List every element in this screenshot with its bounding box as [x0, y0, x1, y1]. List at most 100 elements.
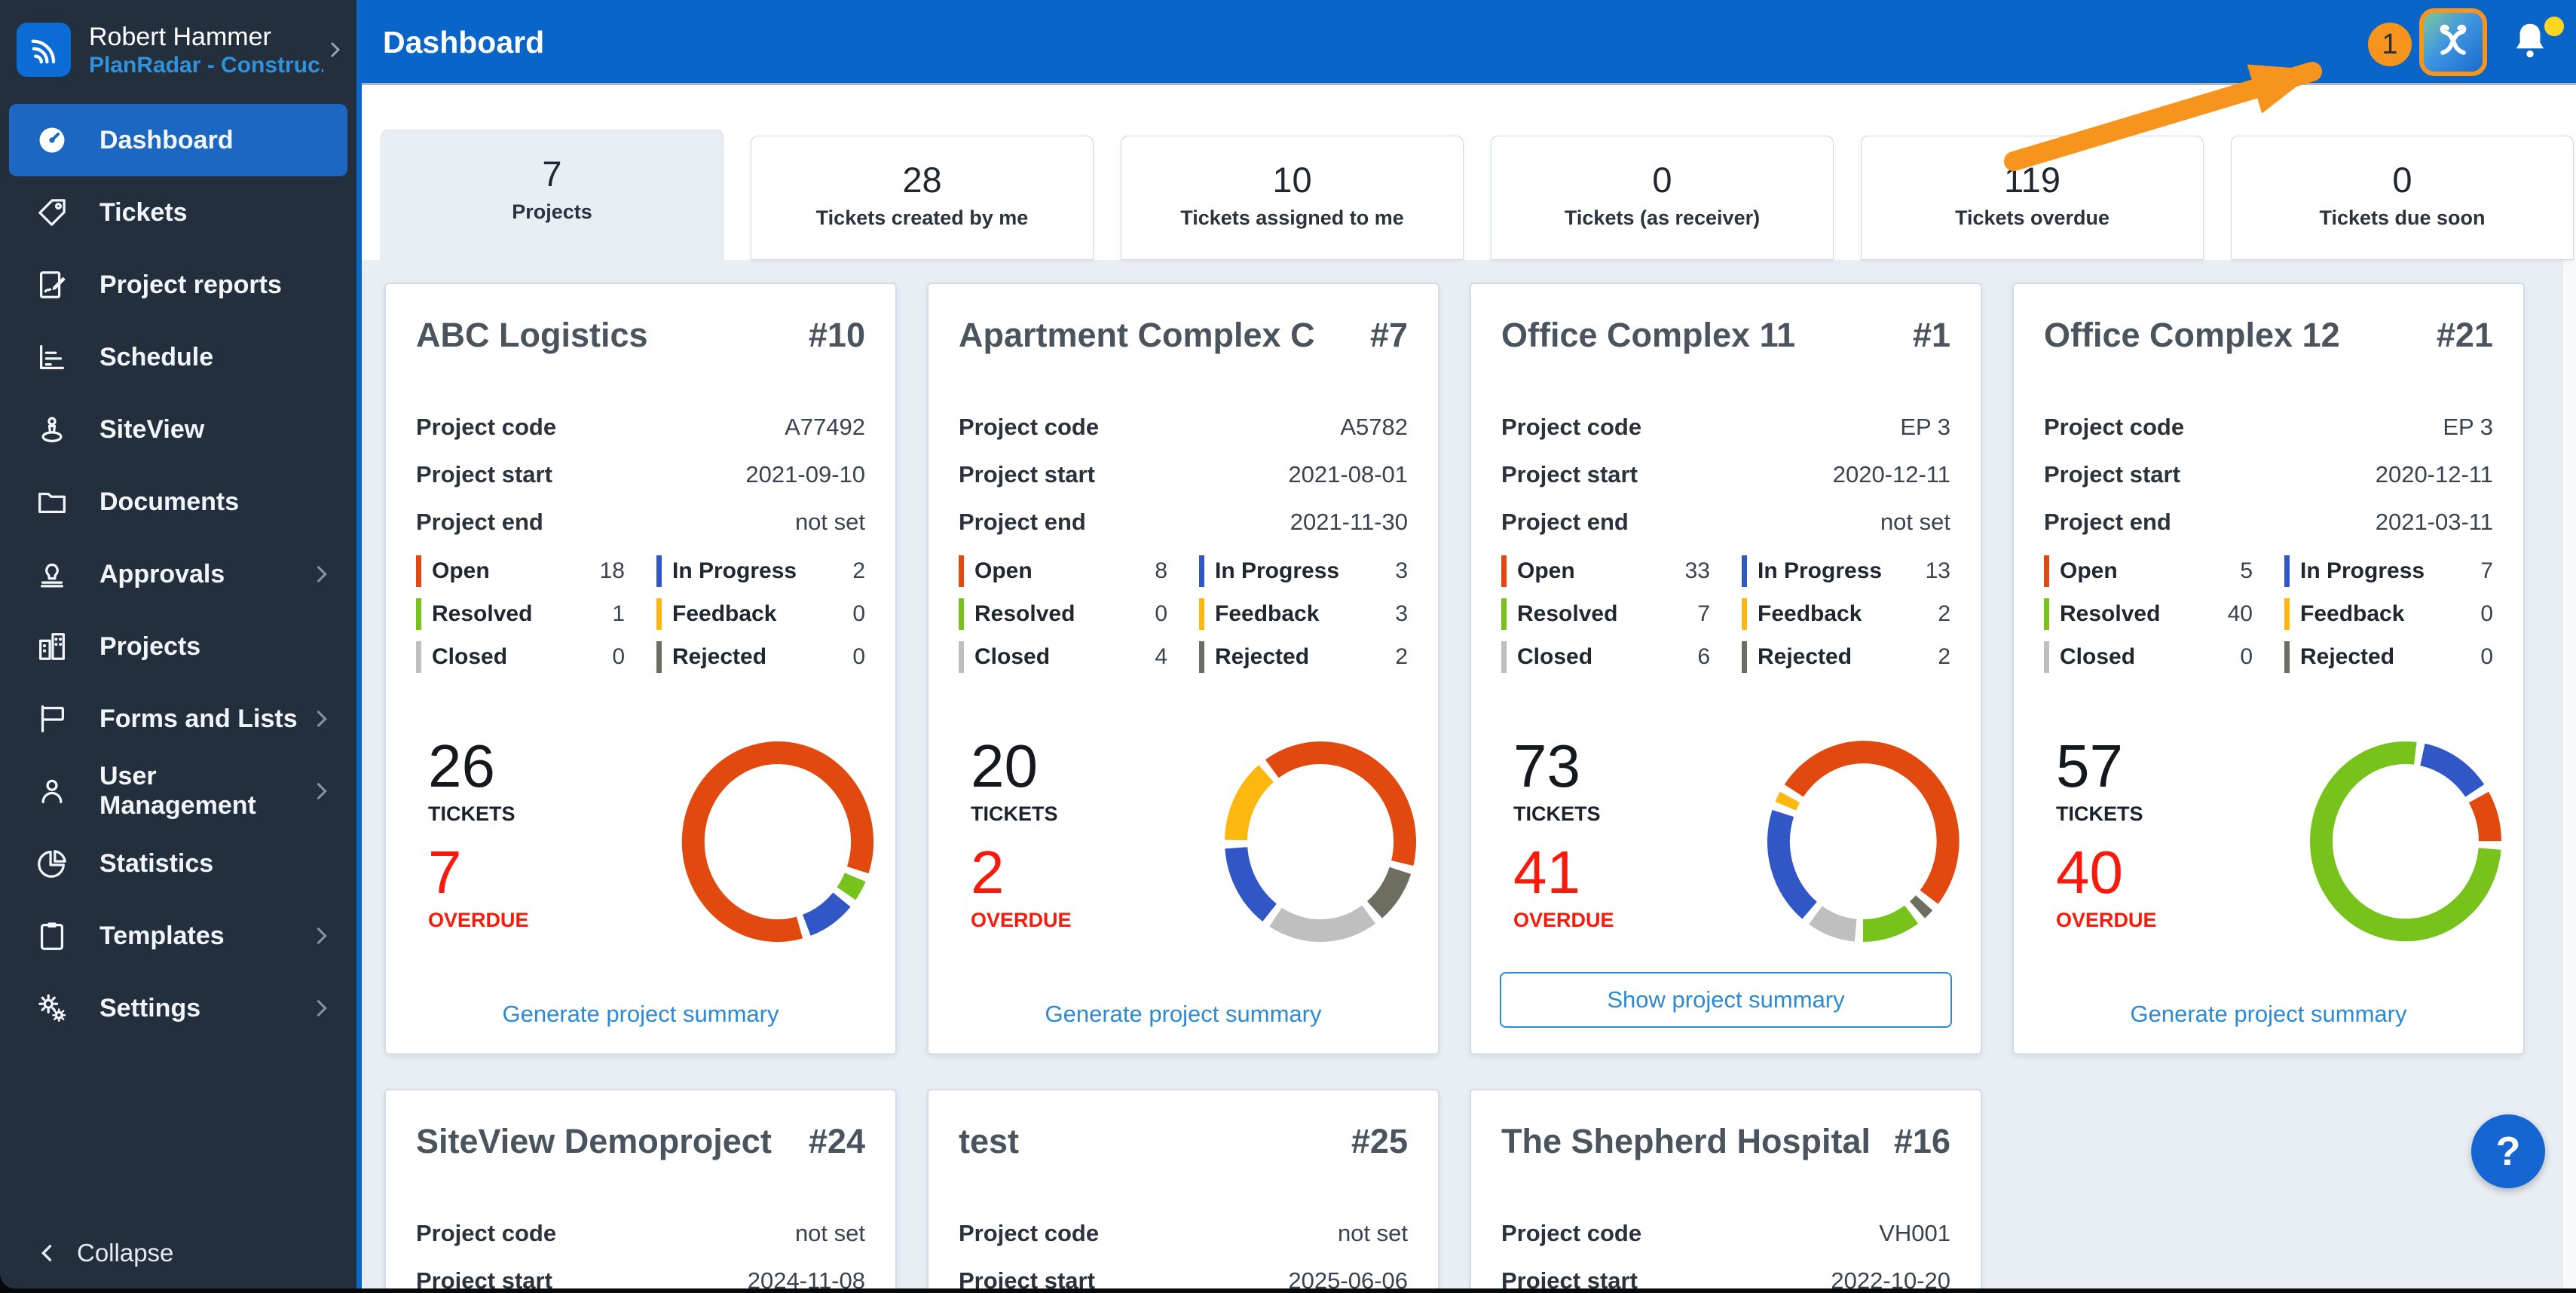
schedule-icon: [39, 344, 65, 370]
generate-project-summary-link[interactable]: Generate project summary: [502, 1001, 779, 1027]
help-button[interactable]: ?: [2471, 1114, 2545, 1188]
status-label: Resolved: [432, 601, 533, 626]
stamp-icon: [40, 563, 64, 588]
sidebar-item-statistics[interactable]: Statistics: [0, 827, 356, 900]
meta-value: 2020-12-11: [2375, 460, 2493, 488]
sidebar-item-tickets[interactable]: Tickets: [0, 176, 356, 249]
status-count: 8: [1155, 558, 1167, 583]
status-label: In Progress: [2300, 558, 2425, 583]
sidebar-item-schedule[interactable]: Schedule: [0, 321, 356, 393]
connect-app-button[interactable]: [2419, 8, 2487, 76]
meta-label: Project start: [416, 460, 552, 488]
tab-tickets-as-receiver-[interactable]: 0 Tickets (as receiver): [1491, 136, 1834, 260]
tickets-label: TICKETS: [2056, 802, 2143, 825]
project-name[interactable]: The Shepherd Hospital: [1501, 1122, 1871, 1160]
tab-value: 10: [1272, 160, 1312, 200]
tickets-count: 26: [428, 732, 495, 799]
chevron-right-icon: [308, 706, 334, 732]
meta-label: Project code: [1501, 413, 1642, 440]
sidebar-item-templates[interactable]: Templates: [0, 900, 356, 972]
tab-tickets-assigned-to-me[interactable]: 10 Tickets assigned to me: [1121, 136, 1464, 260]
sidebar-item-user-management[interactable]: User Management: [0, 755, 356, 827]
status-color-bar: [1199, 555, 1204, 587]
status-color-bar: [1501, 598, 1507, 630]
meta-row-project_end: Project end not set: [416, 498, 865, 546]
tab-tickets-overdue[interactable]: 119 Tickets overdue: [1861, 136, 2204, 260]
account-name: PlanRadar - Construc...: [89, 53, 323, 78]
generate-project-summary-link[interactable]: Generate project summary: [2130, 1001, 2407, 1027]
project-id: #16: [1893, 1122, 1950, 1160]
project-name[interactable]: test: [959, 1122, 1020, 1160]
card-header: Office Complex 11 #1: [1501, 316, 1950, 355]
meta-label: Project start: [2044, 460, 2180, 488]
scrollbar-track[interactable]: [2562, 260, 2576, 1288]
status-grid: Open 5 In Progress 7 Resolved 40 Feedbac…: [2044, 549, 2493, 678]
stats-tabs: 7 Projects 28 Tickets created by me 10 Tic…: [381, 130, 2574, 260]
status-count: 2: [1938, 601, 1950, 626]
status-color-bar: [1501, 555, 1507, 587]
project-meta: Project code A77492 Project start 2021-0…: [416, 403, 865, 546]
meta-row-project_start: Project start 2020-12-11: [2044, 451, 2493, 498]
tab-projects[interactable]: 7 Projects: [381, 130, 724, 260]
generate-project-summary-link[interactable]: Generate project summary: [1045, 1001, 1322, 1027]
card-header: SiteView Demoproject #24: [416, 1122, 865, 1161]
project-name[interactable]: SiteView Demoproject: [416, 1122, 772, 1160]
tickets-count: 73: [1513, 732, 1580, 799]
sidebar-item-project-reports[interactable]: Project reports: [0, 249, 356, 321]
meta-label: Project code: [959, 413, 1100, 440]
status-label: Closed: [1517, 643, 1593, 669]
project-name[interactable]: Office Complex 12: [2044, 316, 2340, 354]
sidebar-item-documents[interactable]: Documents: [0, 466, 356, 538]
meta-row-project_code: Project code not set: [416, 1209, 865, 1257]
chevron-right-icon: [331, 42, 341, 57]
project-name[interactable]: Apartment Complex C: [959, 316, 1315, 354]
status-color-bar: [416, 640, 421, 673]
status-label: Open: [974, 558, 1033, 583]
meta-row-project_start: Project start 2022-10-20: [1501, 1257, 1950, 1289]
status-color-bar: [2284, 598, 2290, 630]
status-label: Closed: [974, 643, 1051, 669]
status-count: 3: [1395, 558, 1408, 583]
status-label: Rejected: [2300, 643, 2395, 669]
meta-label: Project end: [2044, 508, 2171, 535]
show-project-summary-button[interactable]: Show project summary: [1500, 972, 1952, 1028]
status-label: Open: [1517, 558, 1575, 583]
status-count: 0: [2480, 643, 2493, 669]
project-meta: Project code A5782 Project start 2021-08…: [959, 403, 1408, 546]
account-switcher[interactable]: Robert Hammer PlanRadar - Construc...: [17, 15, 346, 84]
sidebar-item-projects[interactable]: Projects: [0, 610, 356, 683]
overdue-count: 41: [1513, 839, 1580, 906]
project-card-office-complex-11: Office Complex 11 #1 Project code EP 3 P…: [1470, 283, 1982, 1055]
notifications-button[interactable]: [2507, 17, 2564, 71]
account-info: Robert Hammer PlanRadar - Construc...: [89, 21, 323, 79]
sidebar-item-approvals[interactable]: Approvals: [0, 538, 356, 610]
meta-value: EP 3: [2443, 413, 2493, 440]
sidebar-nav: Dashboard Tickets Project reports Schedule S…: [0, 104, 356, 1044]
meta-label: Project start: [1501, 1267, 1638, 1289]
tab-tickets-created-by-me[interactable]: 28 Tickets created by me: [751, 136, 1094, 260]
status-count: 0: [852, 601, 865, 626]
sidebar-item-label: Project reports: [99, 270, 282, 299]
meta-row-project_start: Project start 2020-12-11: [1501, 451, 1950, 498]
collapse-button[interactable]: Collapse: [35, 1239, 173, 1267]
overdue-label: OVERDUE: [428, 909, 529, 931]
tab-tickets-due-soon[interactable]: 0 Tickets due soon: [2231, 136, 2574, 260]
meta-row-project_end: Project end not set: [1501, 498, 1950, 546]
ticket-totals: 20 TICKETS 2 OVERDUE: [971, 736, 1072, 932]
status-color-bar: [1742, 555, 1747, 587]
status-label: Resolved: [1517, 601, 1618, 626]
sidebar-item-forms-and-lists[interactable]: Forms and Lists: [0, 683, 356, 755]
chevron-right-icon: [308, 995, 334, 1021]
sidebar-item-label: Templates: [99, 921, 225, 950]
ticket-status-donut: [1225, 741, 1417, 942]
project-name[interactable]: ABC Logistics: [416, 316, 648, 354]
overdue-label: OVERDUE: [971, 909, 1072, 931]
card-header: test #25: [959, 1122, 1408, 1161]
sidebar-item-dashboard[interactable]: Dashboard: [9, 104, 347, 176]
project-name[interactable]: Office Complex 11: [1501, 316, 1796, 354]
sidebar-item-siteview[interactable]: SiteView: [0, 393, 356, 466]
overdue-label: OVERDUE: [2056, 909, 2157, 931]
status-count: 4: [1155, 643, 1167, 669]
sidebar-item-settings[interactable]: Settings: [0, 972, 356, 1044]
status-color-bar: [416, 555, 421, 587]
